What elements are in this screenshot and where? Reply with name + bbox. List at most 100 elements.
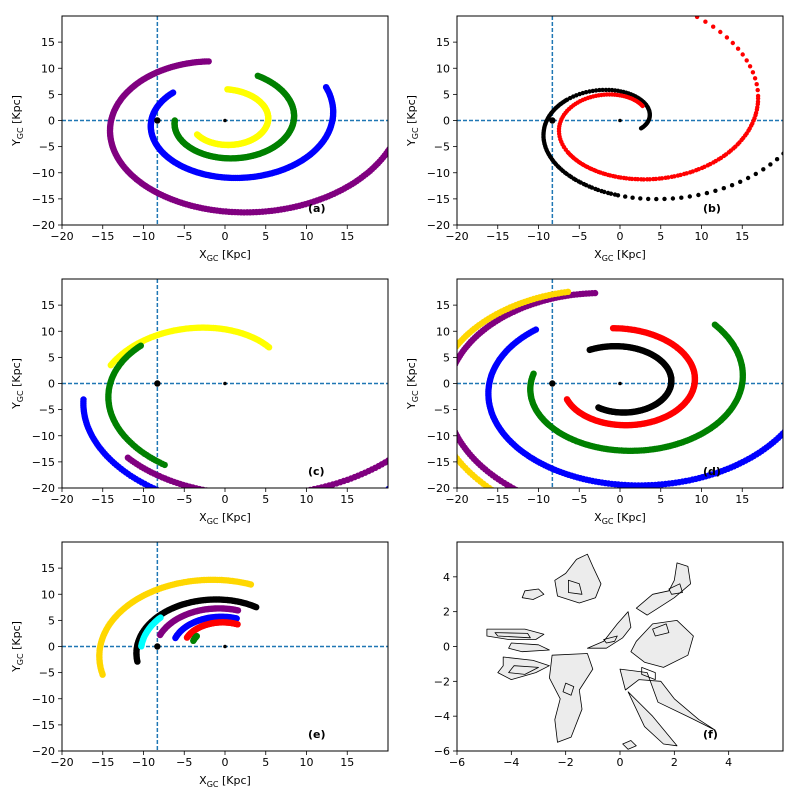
- data-point: [666, 2, 670, 6]
- data-point: [713, 188, 718, 193]
- data-point: [473, 424, 479, 430]
- data-point: [583, 90, 589, 95]
- x-tick-label: 10: [695, 230, 709, 243]
- data-point: [473, 0, 477, 2]
- x-tick-label: 10: [300, 230, 314, 243]
- data-point: [718, 29, 723, 35]
- data-point: [784, 506, 790, 512]
- data-point: [273, 491, 279, 497]
- data-point: [433, 387, 439, 393]
- data-point: [783, 427, 789, 433]
- data-point: [641, 177, 646, 182]
- data-point: [668, 516, 674, 522]
- data-point: [700, 512, 706, 518]
- data-point: [787, 145, 791, 149]
- data-point: [779, 508, 785, 514]
- data-point: [254, 72, 261, 80]
- data-point: [718, 155, 724, 161]
- y-tick-label: 0: [443, 641, 450, 654]
- data-point: [444, 393, 450, 399]
- data-point: [527, 507, 533, 513]
- sun-marker: [154, 117, 161, 124]
- x-tick-label: −5: [176, 493, 192, 506]
- x-tick-label: −2: [558, 756, 574, 769]
- data-point: [99, 671, 106, 678]
- data-point: [792, 18, 796, 22]
- series-arm: [124, 289, 455, 497]
- sun-marker: [154, 380, 161, 387]
- data-point: [431, 289, 437, 295]
- contour-level: [494, 632, 531, 639]
- series-arm: [563, 325, 699, 429]
- data-point: [605, 190, 611, 196]
- data-point: [531, 509, 537, 515]
- data-point: [436, 375, 442, 381]
- data-point: [789, 420, 795, 426]
- data-point: [710, 526, 716, 532]
- data-point: [360, 495, 366, 501]
- x-tick-label: −4: [503, 756, 519, 769]
- data-point: [419, 17, 423, 21]
- sun-marker: [154, 643, 161, 650]
- data-point: [730, 40, 735, 46]
- data-point: [659, 516, 665, 522]
- data-point: [343, 74, 347, 78]
- data-point: [390, 140, 396, 146]
- data-point: [750, 70, 756, 75]
- y-tick-label: 15: [41, 36, 55, 49]
- data-point: [411, 438, 417, 444]
- data-point: [703, 19, 708, 24]
- y-tick-label: −10: [32, 693, 55, 706]
- data-point: [747, 64, 753, 69]
- data-point: [451, 426, 457, 432]
- data-point: [695, 513, 701, 519]
- data-point: [457, 364, 458, 368]
- data-point: [711, 321, 719, 328]
- data-point: [793, 502, 799, 508]
- data-point: [449, 327, 455, 333]
- data-point: [468, 430, 474, 436]
- data-point: [432, 389, 438, 395]
- x-tick-label: 2: [671, 756, 678, 769]
- data-point: [769, 511, 775, 517]
- data-point: [476, 421, 482, 427]
- x-tick-label: −20: [445, 230, 468, 243]
- data-point: [203, 502, 209, 508]
- data-point: [388, 456, 394, 462]
- data-point: [322, 84, 330, 91]
- data-point: [555, 164, 561, 169]
- data-point: [535, 510, 541, 516]
- data-point: [434, 380, 440, 386]
- data-point: [385, 485, 388, 488]
- data-point: [580, 510, 586, 516]
- x-tick-label: −6: [449, 756, 465, 769]
- data-point: [599, 188, 604, 194]
- data-point: [761, 167, 766, 172]
- data-point: [394, 452, 400, 458]
- data-point: [587, 184, 592, 189]
- data-point: [672, 174, 677, 179]
- y-tick-label: 0: [48, 115, 55, 128]
- data-point: [638, 196, 643, 201]
- data-point: [190, 637, 197, 644]
- data-point: [552, 503, 558, 509]
- data-point: [586, 346, 593, 354]
- y-axis-label: YGC [Kpc]: [405, 358, 420, 410]
- y-axis-label: YGC [Kpc]: [10, 95, 25, 147]
- data-point: [606, 87, 612, 93]
- data-point: [275, 509, 281, 515]
- series-arm: [105, 342, 168, 469]
- data-point: [787, 422, 793, 428]
- data-point: [630, 530, 636, 536]
- data-point: [292, 489, 298, 495]
- data-point: [551, 516, 557, 522]
- data-point: [541, 133, 546, 139]
- y-axis-label: YGC [Kpc]: [10, 358, 25, 410]
- x-tick-label: 0: [617, 756, 624, 769]
- data-point: [753, 110, 759, 116]
- data-point: [253, 508, 259, 514]
- data-point: [635, 177, 640, 182]
- data-point: [523, 505, 529, 511]
- contour-region: [508, 642, 550, 653]
- data-point: [686, 10, 690, 14]
